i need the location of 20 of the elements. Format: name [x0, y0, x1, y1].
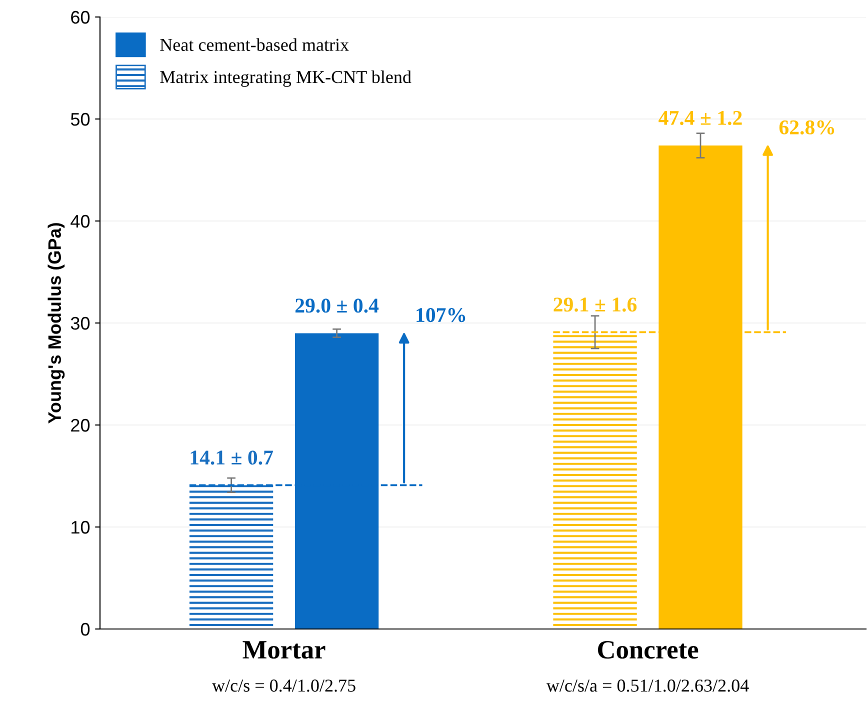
y-tick-label: 30	[70, 316, 90, 330]
legend-label: Matrix integrating MK-CNT blend	[160, 70, 412, 87]
data-label: 14.1 ± 0.7	[190, 450, 273, 465]
annotation: 62.8%	[779, 120, 834, 135]
y-tick-label: 20	[71, 418, 90, 432]
data-label: 29.0 ± 0.4	[295, 298, 379, 313]
text: w/c/s = 0.4/1.0/2.75	[212, 680, 356, 692]
y-tick-label: 10	[72, 520, 90, 534]
legend-label: Neat cement-based matrix	[160, 38, 349, 51]
y-tick-label: 40	[70, 214, 90, 228]
y-tick-label: 50	[70, 112, 90, 126]
x-tick-label: Mortar	[242, 641, 326, 659]
x-tick-label: Concrete	[598, 640, 698, 659]
y-axis-title: Young's Modulus (GPa)	[48, 223, 65, 424]
data-label: 29.1 ± 1.6	[554, 298, 637, 312]
text: w/c/s/a = 0.51/1.0/2.63/2.04	[546, 680, 749, 692]
annotation: 107%	[416, 308, 466, 322]
y-tick-label: 60	[71, 10, 90, 24]
y-tick-label: 0	[80, 622, 90, 636]
data-label: 47.4 ± 1.2	[658, 110, 742, 126]
